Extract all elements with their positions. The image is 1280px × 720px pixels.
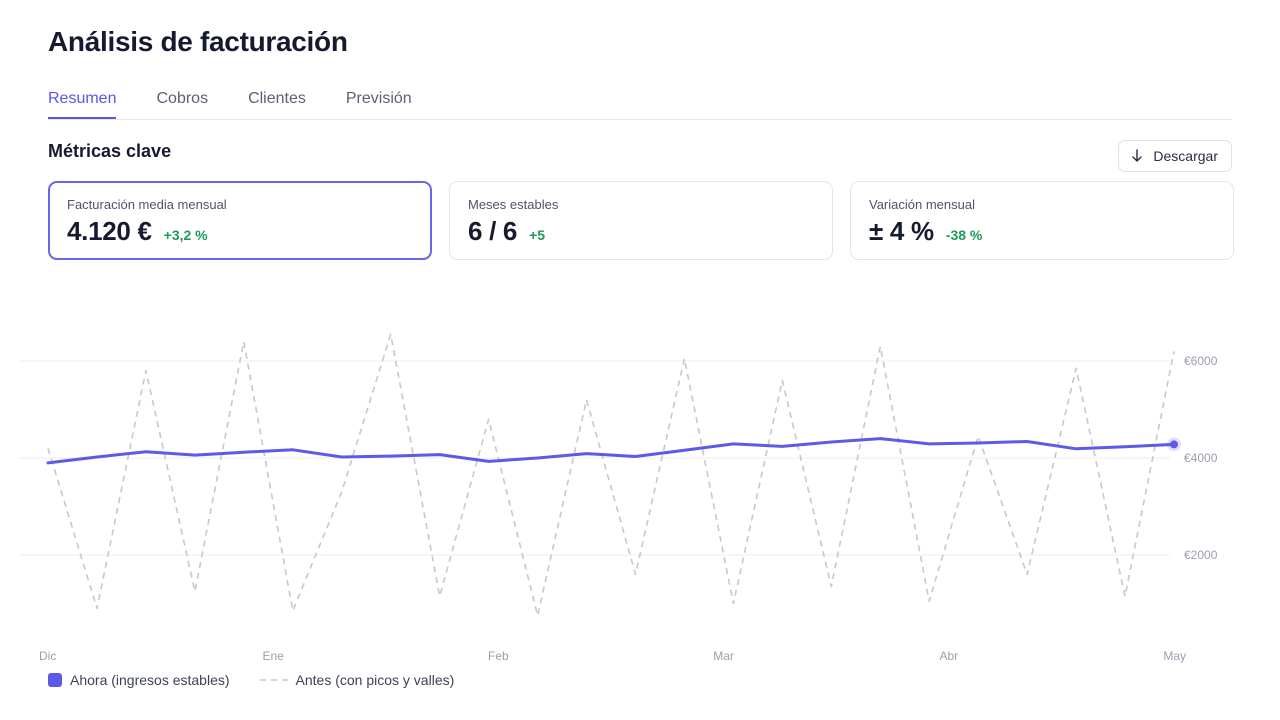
legend-dash-before — [259, 679, 288, 681]
metric-label: Variación mensual — [869, 197, 975, 212]
revenue-line-chart: €2000 €4000 €6000 Dic Ene Feb Mar Abr May — [20, 333, 1218, 663]
y-tick-label: €4000 — [1184, 451, 1218, 465]
tab-prevision[interactable]: Previsión — [345, 90, 412, 107]
legend-label-now: Ahora (ingresos estables) — [70, 672, 230, 688]
section-title: Métricas clave — [48, 141, 172, 161]
legend-item-now[interactable]: Ahora (ingresos estables) — [48, 672, 230, 688]
series-line-before — [47, 333, 1175, 617]
series-line-now — [46, 437, 1176, 465]
legend-label-before: Antes (con picos y valles) — [295, 672, 455, 688]
download-button[interactable]: Descargar — [1118, 140, 1232, 172]
legend-item-before[interactable]: Antes (con picos y valles) — [259, 672, 455, 688]
metric-label: Facturación media mensual — [67, 197, 227, 212]
y-tick-label: €6000 — [1184, 354, 1218, 368]
tab-resumen[interactable]: Resumen — [48, 86, 117, 119]
x-tick-label: Abr — [939, 649, 958, 663]
x-tick-label: Feb — [488, 649, 509, 663]
x-tick-label: Mar — [713, 649, 734, 663]
metric-value: 4.120 € — [67, 216, 152, 246]
legend-swatch-now — [48, 673, 62, 687]
tab-bar: Resumen Cobros Clientes Previsión — [48, 86, 1232, 120]
arrow-down-icon — [1132, 149, 1143, 162]
metric-card-variacion[interactable]: Variación mensual ± 4 % -38 % — [850, 181, 1234, 260]
y-tick-label: €2000 — [1184, 548, 1218, 562]
metric-delta: -38 % — [945, 227, 983, 243]
metric-value: 6 / 6 — [468, 216, 518, 246]
metric-card-facturacion[interactable]: Facturación media mensual 4.120 € +3,2 % — [48, 181, 432, 260]
metric-label: Meses estables — [468, 197, 559, 212]
metric-delta: +3,2 % — [163, 227, 208, 243]
tab-clientes[interactable]: Clientes — [248, 90, 306, 107]
tab-cobros[interactable]: Cobros — [156, 90, 209, 107]
x-tick-label: Dic — [39, 649, 56, 663]
metric-cards: Facturación media mensual 4.120 € +3,2 %… — [48, 181, 1234, 260]
download-label: Descargar — [1153, 148, 1218, 164]
metric-value: ± 4 % — [869, 216, 934, 246]
series-end-marker — [1170, 440, 1178, 449]
x-tick-label: Ene — [263, 649, 285, 663]
chart-legend: Ahora (ingresos estables) Antes (con pic… — [48, 672, 484, 688]
x-tick-label: May — [1163, 649, 1186, 663]
metric-delta: +5 — [529, 227, 546, 243]
metric-card-meses[interactable]: Meses estables 6 / 6 +5 — [449, 181, 833, 260]
page-title: Análisis de facturación — [48, 26, 348, 57]
